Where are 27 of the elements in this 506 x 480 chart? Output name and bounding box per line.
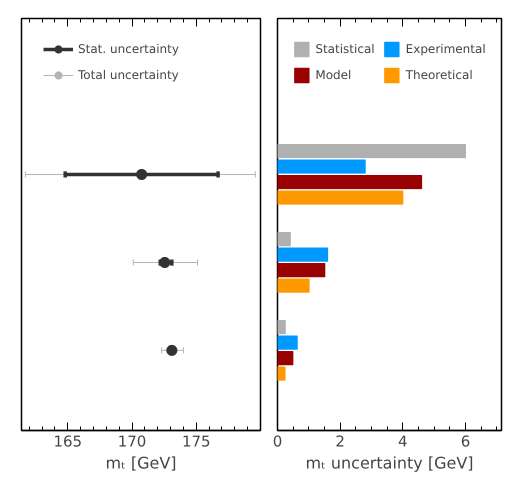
legend-label: Total uncertainty — [78, 68, 179, 82]
bar — [278, 366, 286, 381]
x-tick-label: 165 — [53, 432, 82, 450]
legend-label: Model — [315, 68, 352, 82]
bar — [278, 144, 466, 158]
bar — [278, 336, 298, 350]
bar — [278, 190, 404, 205]
legend-label: Statistical — [315, 42, 375, 56]
legend-label: Stat. uncertainty — [78, 42, 179, 56]
x-tick-label: 6 — [460, 432, 470, 450]
bar — [278, 159, 366, 174]
bar — [278, 351, 294, 366]
bar — [278, 320, 286, 334]
x-tick-label: 170 — [118, 432, 146, 450]
bar — [278, 174, 422, 190]
bar — [278, 263, 326, 278]
x-tick-label: 175 — [182, 432, 211, 450]
bar — [278, 278, 310, 293]
x-axis-title: mₜ uncertainty [GeV] — [305, 454, 474, 472]
x-tick-label: 4 — [398, 432, 408, 450]
legend-label: Theoretical — [406, 68, 473, 82]
x-axis-title: mₜ [GeV] — [105, 454, 177, 472]
bar — [278, 248, 328, 262]
x-tick-label: 0 — [272, 432, 282, 450]
legend-label: Experimental — [406, 42, 486, 56]
x-tick-label: 2 — [335, 432, 345, 450]
bar — [278, 232, 291, 246]
